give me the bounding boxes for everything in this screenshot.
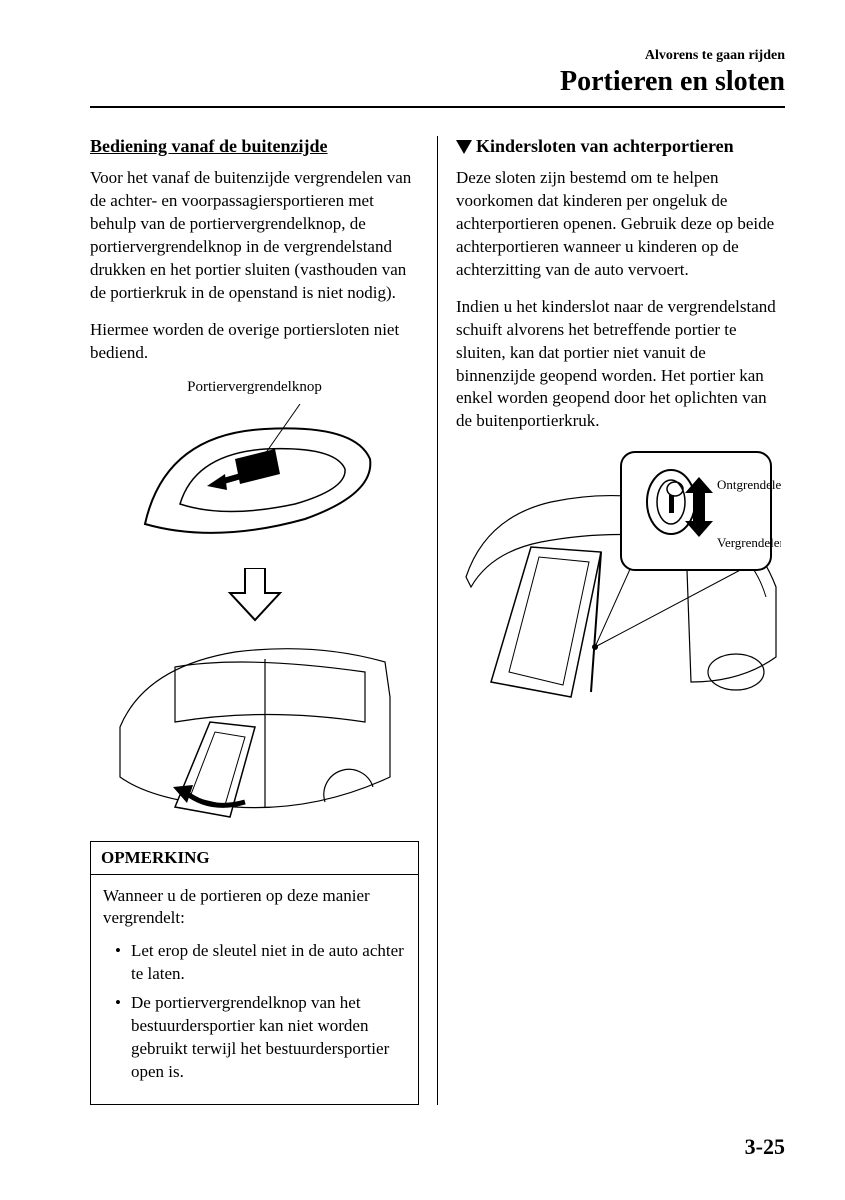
chapter-label: Alvorens te gaan rijden (90, 48, 785, 64)
two-column-layout: Bediening vanaf de buitenzijde Voor het … (90, 136, 785, 1105)
note-box: OPMERKING Wanneer u de portieren op deze… (90, 841, 419, 1106)
note-title: OPMERKING (91, 842, 418, 875)
left-paragraph-1: Voor het vanaf de buitenzijde vergrendel… (90, 167, 419, 305)
detail-label-unlock: Ontgrendelen (717, 477, 781, 492)
figure-car-door-open (90, 637, 419, 827)
figure-child-lock: Ontgrendelen Vergrendelen (456, 447, 785, 717)
down-arrow (90, 568, 419, 623)
car-door-illustration (115, 637, 395, 827)
detail-label-lock: Vergrendelen (717, 535, 781, 550)
figure1-caption: Portiervergrendelknop (90, 379, 419, 396)
note-item-1: Let erop de sleutel niet in de auto acht… (115, 940, 406, 986)
running-header: Alvorens te gaan rijden Portieren en slo… (90, 48, 785, 98)
manual-page: Alvorens te gaan rijden Portieren en slo… (0, 0, 845, 1200)
door-handle-illustration (125, 404, 385, 554)
note-list: Let erop de sleutel niet in de auto acht… (103, 940, 406, 1084)
figure-door-handle (90, 404, 419, 554)
note-intro: Wanneer u de portieren op deze manier ve… (103, 885, 406, 931)
right-paragraph-1: Deze sloten zijn bestemd om te helpen vo… (456, 167, 785, 282)
right-column: Kindersloten van achterportieren Deze sl… (438, 136, 785, 1105)
section-title: Portieren en sloten (90, 66, 785, 98)
page-number: 3-25 (745, 1134, 785, 1160)
child-lock-illustration: Ontgrendelen Vergrendelen (461, 447, 781, 717)
header-rule (90, 106, 785, 108)
down-arrow-icon (225, 568, 285, 623)
left-heading: Bediening vanaf de buitenzijde (90, 136, 419, 157)
note-body: Wanneer u de portieren op deze manier ve… (91, 875, 418, 1105)
triangle-icon (456, 140, 472, 154)
left-column: Bediening vanaf de buitenzijde Voor het … (90, 136, 437, 1105)
right-paragraph-2: Indien u het kinderslot naar de vergrend… (456, 296, 785, 434)
right-heading-row: Kindersloten van achterportieren (456, 136, 785, 157)
note-item-2: De portiervergrendelknop van het bestuur… (115, 992, 406, 1084)
left-paragraph-2: Hiermee worden de overige portiersloten … (90, 319, 419, 365)
right-heading: Kindersloten van achterportieren (476, 136, 734, 157)
